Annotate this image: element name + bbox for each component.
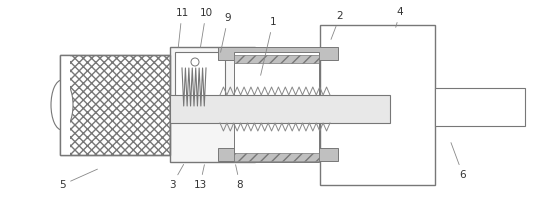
Bar <box>234 55 319 63</box>
Text: 13: 13 <box>194 165 207 190</box>
Bar <box>234 52 319 95</box>
Bar <box>218 148 338 161</box>
Bar <box>320 25 435 185</box>
Text: 9: 9 <box>220 13 231 52</box>
Text: 4: 4 <box>395 7 403 27</box>
Text: 6: 6 <box>451 143 466 180</box>
Bar <box>170 47 255 162</box>
Bar <box>234 153 319 161</box>
Ellipse shape <box>51 80 73 130</box>
Text: 1: 1 <box>260 17 276 75</box>
Text: 10: 10 <box>200 8 213 47</box>
Bar <box>218 47 338 60</box>
Bar <box>435 88 525 126</box>
Text: 8: 8 <box>236 165 243 190</box>
Bar <box>170 95 390 123</box>
Bar <box>60 55 70 155</box>
Bar <box>234 112 319 162</box>
Text: 5: 5 <box>59 169 97 190</box>
Text: 11: 11 <box>176 8 189 47</box>
Bar <box>60 55 170 155</box>
Bar <box>175 52 225 110</box>
Circle shape <box>191 58 199 66</box>
Text: 2: 2 <box>331 11 344 39</box>
Bar <box>60 55 170 155</box>
Text: 3: 3 <box>168 164 184 190</box>
